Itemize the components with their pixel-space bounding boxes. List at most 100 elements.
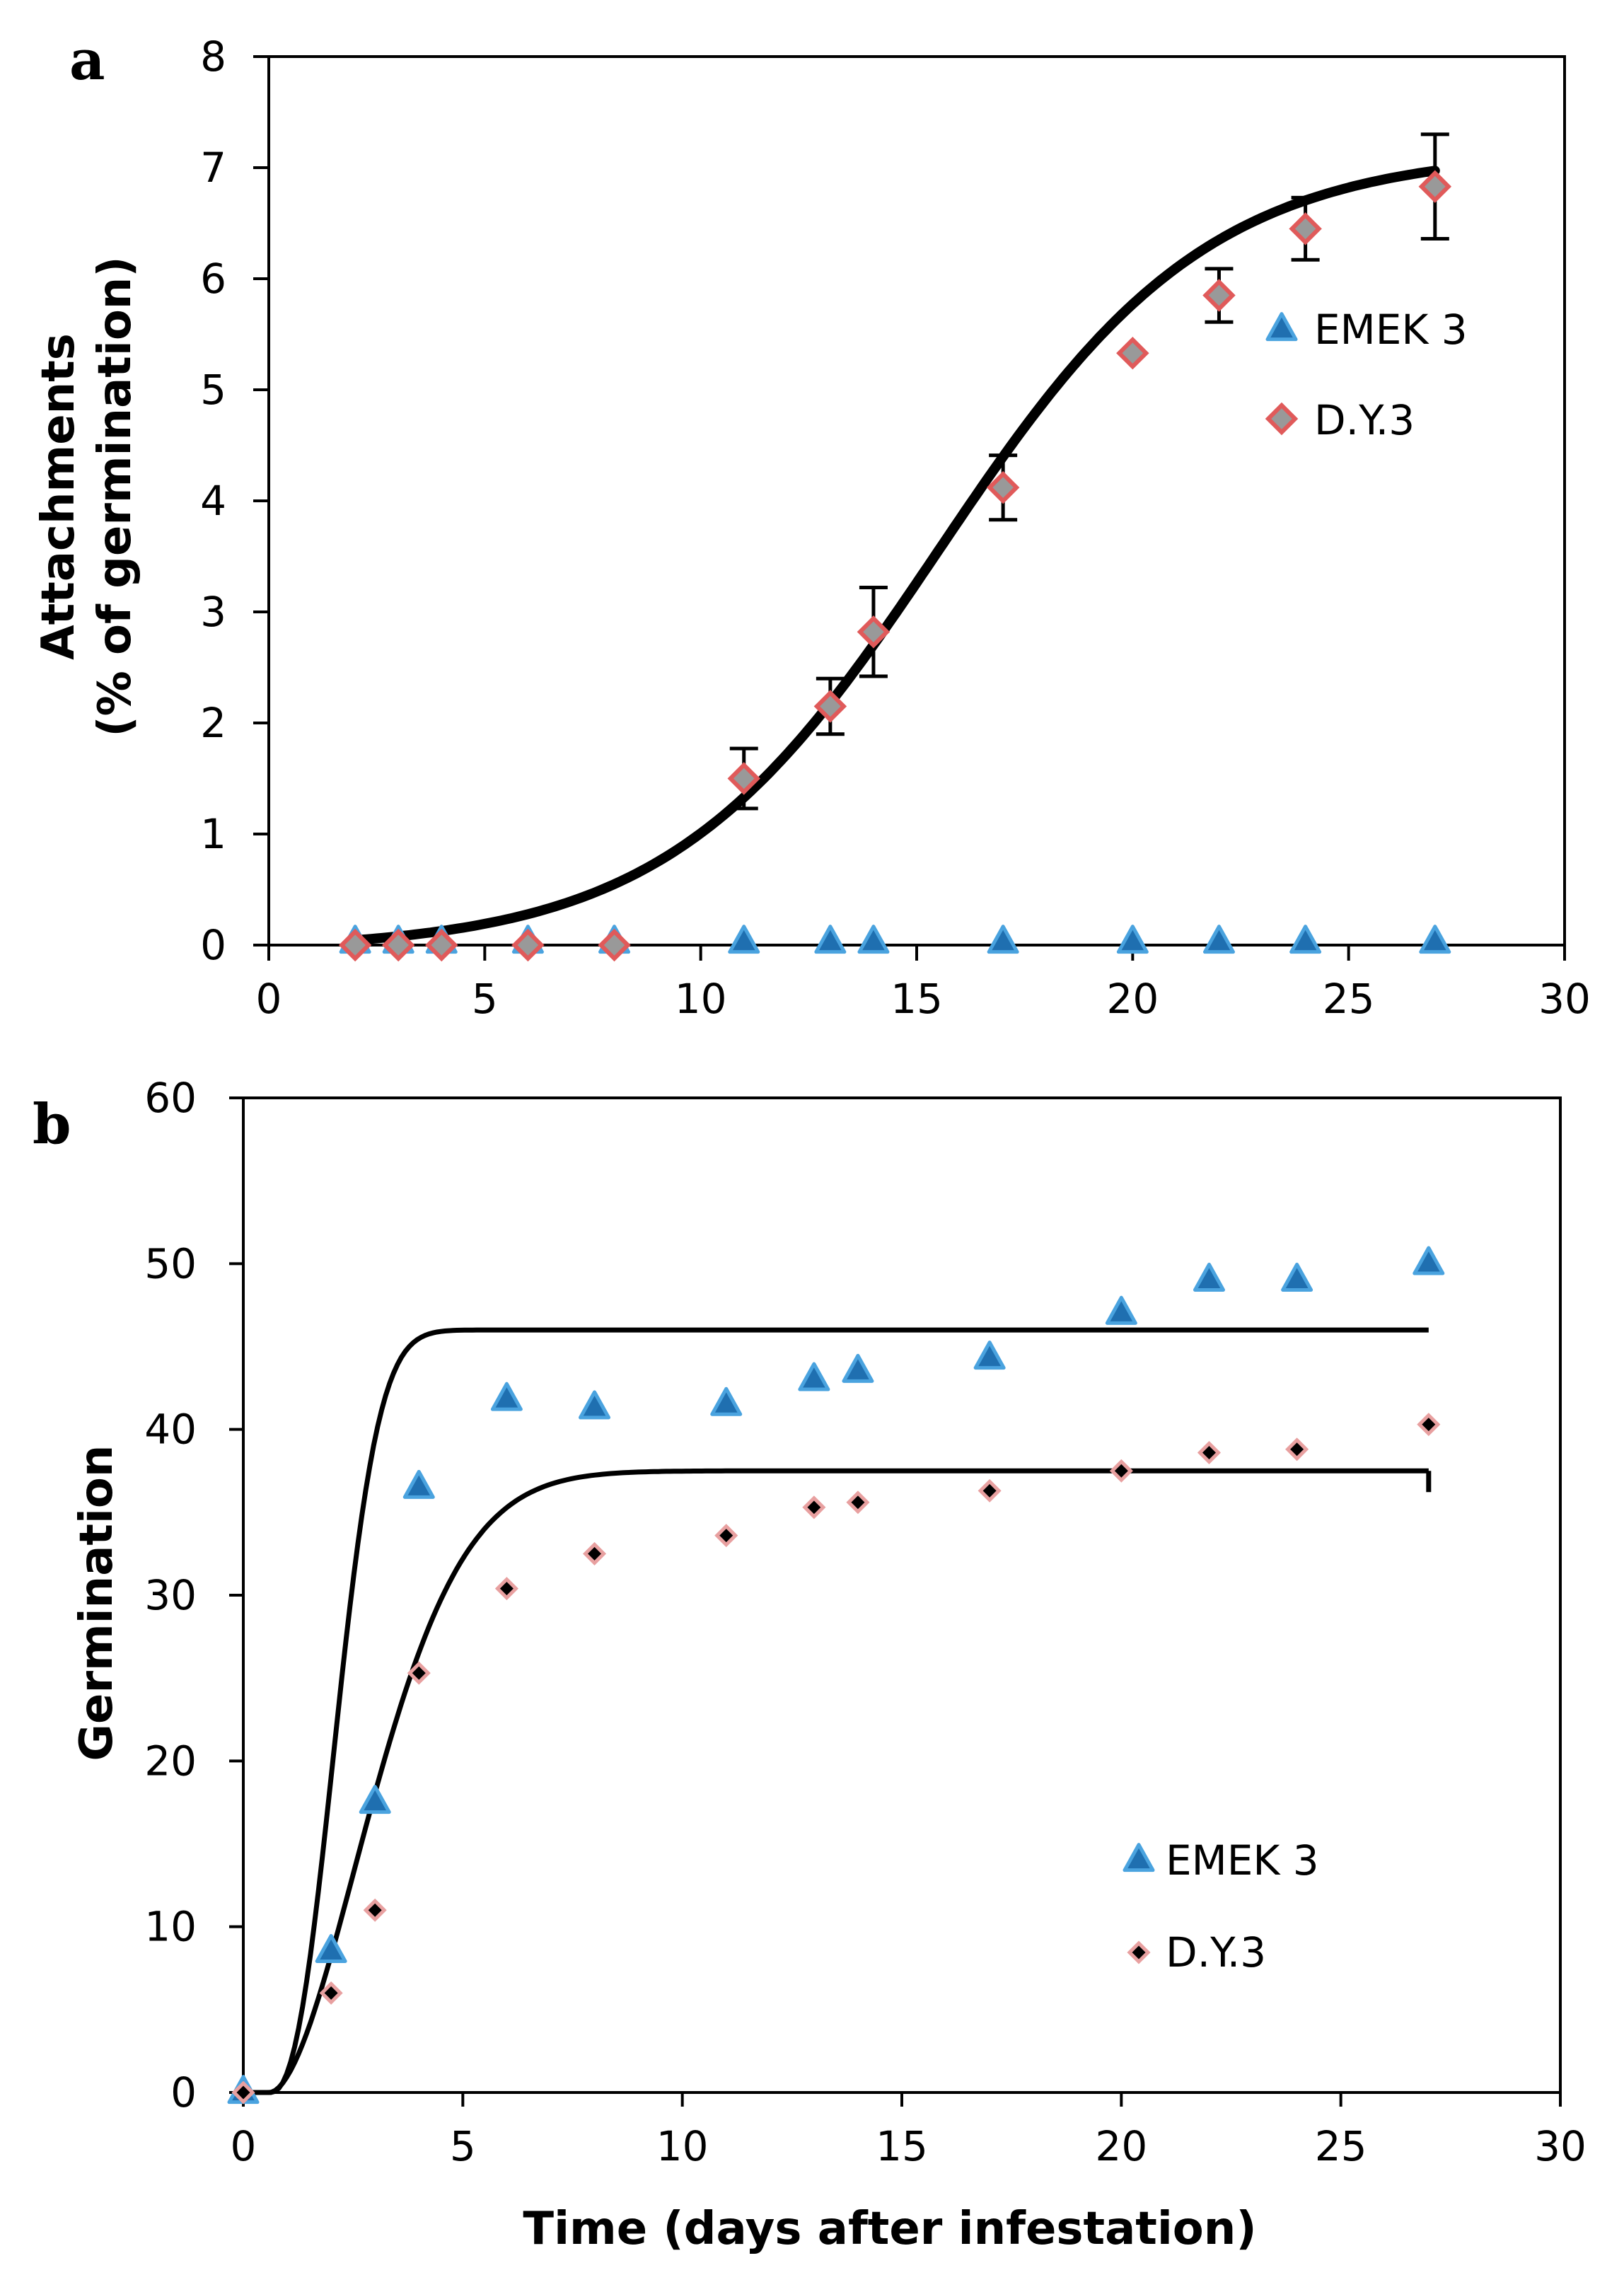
panel-a: a Attachments (% of germination) 0 1 2 3 4 5 6… bbox=[33, 28, 1591, 1023]
data-point-dy3 bbox=[319, 1981, 343, 2005]
x-tick-label: 15 bbox=[876, 2122, 928, 2170]
panel-a-y-axis-title: Attachments (% of germination) bbox=[33, 256, 141, 736]
x-tick-label: 30 bbox=[1538, 975, 1591, 1023]
x-tick-label: 20 bbox=[1106, 975, 1159, 1023]
y-tick-label: 3 bbox=[200, 588, 226, 636]
data-point-emek3 bbox=[1116, 925, 1149, 954]
data-point-dy3 bbox=[1418, 170, 1452, 203]
panel-a-series-emek3 bbox=[339, 925, 1451, 954]
data-point-emek3 bbox=[490, 1382, 523, 1411]
y-tick-label: 6 bbox=[200, 255, 226, 303]
x-tick-label: 5 bbox=[450, 2122, 476, 2170]
data-point-dy3 bbox=[1289, 212, 1322, 245]
x-tick-label: 0 bbox=[256, 975, 282, 1023]
panel-a-label: a bbox=[69, 28, 105, 93]
data-point-emek3 bbox=[1419, 925, 1451, 954]
x-tick-label: 5 bbox=[472, 975, 498, 1023]
data-point-emek3 bbox=[857, 925, 890, 954]
data-point-dy3 bbox=[978, 1478, 1002, 1503]
panel-a-fit-curve bbox=[350, 166, 1440, 945]
x-tick-label: 30 bbox=[1534, 2122, 1587, 2170]
x-tick-label: 25 bbox=[1323, 975, 1375, 1023]
panel-b-legend-marker-emek3 bbox=[1123, 1843, 1155, 1872]
data-point-emek3 bbox=[402, 1469, 435, 1499]
data-point-dy3 bbox=[1197, 1440, 1222, 1465]
legend-triangle-icon bbox=[1123, 1843, 1155, 1872]
data-point-dy3 bbox=[1417, 1413, 1441, 1437]
data-point-emek3 bbox=[710, 1387, 743, 1416]
panel-b-y-axis-title: Germination bbox=[71, 1445, 123, 1761]
data-point-dy3 bbox=[813, 690, 847, 723]
data-point-dy3 bbox=[986, 470, 1020, 504]
data-point-dy3 bbox=[598, 928, 631, 962]
panel-b-series-dy3 bbox=[231, 1413, 1441, 2105]
y-tick-label: 0 bbox=[200, 921, 226, 969]
data-point-dy3 bbox=[425, 928, 458, 962]
x-tick-label: 0 bbox=[231, 2122, 257, 2170]
panel-b: b Germination Time (days after infestati… bbox=[33, 1074, 1587, 2255]
legend-diamond-icon bbox=[1265, 402, 1299, 436]
x-tick-label: 15 bbox=[891, 975, 943, 1023]
panel-b-series-emek3 bbox=[227, 1246, 1445, 2105]
data-point-emek3 bbox=[1193, 1262, 1225, 1292]
y-tick-label: 0 bbox=[170, 2068, 197, 2117]
data-point-dy3 bbox=[231, 2080, 255, 2105]
panel-b-legend-label-dy3: D.Y.3 bbox=[1166, 1928, 1266, 1976]
data-point-dy3 bbox=[857, 615, 891, 649]
data-point-emek3 bbox=[315, 1933, 347, 1963]
data-point-dy3 bbox=[1116, 336, 1149, 370]
panel-b-x-axis-title: Time (days after infestation) bbox=[523, 2203, 1256, 2255]
panel-b-legend: EMEK 3 D.Y.3 bbox=[1123, 1836, 1319, 1976]
data-point-dy3 bbox=[1202, 279, 1236, 312]
panel-a-y-axis-title-line2: (% of germination) bbox=[89, 256, 141, 736]
y-tick-label: 20 bbox=[144, 1737, 197, 1785]
y-tick-label: 4 bbox=[200, 477, 226, 525]
data-point-emek3 bbox=[728, 925, 760, 954]
y-tick-label: 40 bbox=[144, 1406, 197, 1454]
data-point-dy3 bbox=[407, 1661, 431, 1685]
legend-triangle-icon bbox=[1265, 312, 1298, 342]
panel-a-legend-label-dy3: D.Y.3 bbox=[1314, 396, 1415, 444]
x-tick-label: 10 bbox=[656, 2122, 709, 2170]
y-tick-label: 5 bbox=[200, 366, 226, 414]
panel-b-legend-label-emek3: EMEK 3 bbox=[1166, 1836, 1319, 1885]
y-tick-label: 10 bbox=[144, 1903, 197, 1951]
data-point-emek3 bbox=[973, 1341, 1006, 1370]
y-tick-label: 1 bbox=[200, 810, 226, 858]
data-point-dy3 bbox=[846, 1490, 870, 1515]
data-point-dy3 bbox=[1109, 1459, 1133, 1483]
x-tick-label: 10 bbox=[675, 975, 727, 1023]
data-point-dy3 bbox=[582, 1541, 607, 1565]
y-tick-label: 2 bbox=[200, 699, 226, 747]
panel-a-x-ticks: 0 5 10 15 20 25 30 bbox=[256, 945, 1591, 1023]
data-point-emek3 bbox=[987, 925, 1019, 954]
data-point-dy3 bbox=[714, 1524, 738, 1548]
panel-b-legend-marker-dy3 bbox=[1127, 1940, 1151, 1964]
y-tick-label: 30 bbox=[144, 1571, 197, 1619]
panel-a-plot-frame bbox=[267, 55, 1566, 947]
x-tick-label: 25 bbox=[1315, 2122, 1367, 2170]
data-point-emek3 bbox=[1413, 1246, 1445, 1275]
data-point-emek3 bbox=[814, 925, 847, 954]
data-point-dy3 bbox=[338, 928, 372, 962]
panel-b-x-ticks: 0 5 10 15 20 25 30 bbox=[231, 2092, 1587, 2170]
data-point-emek3 bbox=[1105, 1295, 1137, 1325]
data-point-dy3 bbox=[802, 1495, 826, 1519]
y-tick-label: 7 bbox=[200, 144, 226, 192]
data-point-emek3 bbox=[1202, 925, 1235, 954]
panel-a-legend-marker-dy3 bbox=[1265, 402, 1299, 436]
data-point-dy3 bbox=[511, 928, 545, 962]
data-point-emek3 bbox=[1281, 1262, 1313, 1292]
panel-a-legend-label-emek3: EMEK 3 bbox=[1314, 306, 1468, 354]
y-tick-label: 60 bbox=[144, 1074, 197, 1122]
y-tick-label: 50 bbox=[144, 1239, 197, 1287]
x-tick-label: 20 bbox=[1095, 2122, 1147, 2170]
y-tick-label: 8 bbox=[200, 33, 226, 81]
data-point-dy3 bbox=[1285, 1437, 1309, 1461]
data-point-dy3 bbox=[381, 928, 415, 962]
data-point-emek3 bbox=[842, 1353, 874, 1383]
panel-a-legend: EMEK 3 D.Y.3 bbox=[1265, 306, 1468, 444]
data-point-dy3 bbox=[363, 1898, 387, 1922]
panel-a-series-dy3 bbox=[338, 170, 1452, 962]
